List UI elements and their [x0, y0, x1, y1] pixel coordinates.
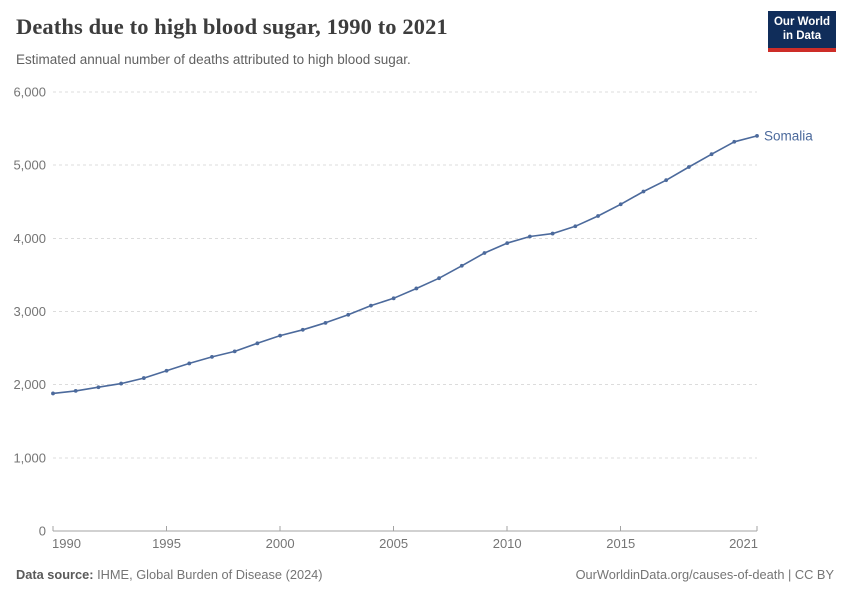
data-point[interactable] — [73, 388, 78, 393]
data-point[interactable] — [96, 385, 101, 390]
x-axis-tick-label: 2021 — [729, 536, 758, 551]
y-axis-tick-label: 3,000 — [13, 304, 46, 319]
data-point[interactable] — [505, 241, 510, 245]
y-axis-tick-label: 2,000 — [13, 377, 46, 392]
data-point[interactable] — [164, 368, 169, 373]
data-point[interactable] — [618, 202, 623, 207]
y-axis-tick-label: 6,000 — [13, 85, 46, 100]
owid-logo[interactable]: Our World in Data — [767, 11, 836, 52]
data-point[interactable] — [414, 286, 419, 291]
x-axis-tick-label: 1990 — [52, 536, 81, 551]
y-axis-tick-label: 4,000 — [13, 231, 46, 246]
x-axis-tick-label: 2005 — [379, 536, 408, 551]
owid-logo-line2: in Data — [782, 29, 822, 42]
data-point[interactable] — [141, 376, 146, 380]
data-source-note: Data source: IHME, Global Burden of Dise… — [16, 567, 323, 582]
data-point[interactable] — [528, 234, 532, 239]
data-point[interactable] — [232, 349, 237, 354]
data-point[interactable] — [459, 263, 464, 268]
data-point[interactable] — [369, 303, 373, 308]
x-axis-tick-label: 1995 — [152, 536, 181, 551]
series-line[interactable] — [52, 135, 758, 395]
chart-title: Deaths due to high blood sugar, 1990 to … — [16, 14, 448, 39]
data-point[interactable] — [187, 361, 192, 366]
data-point[interactable] — [732, 139, 737, 144]
data-source-text: IHME, Global Burden of Disease (2024) — [93, 567, 323, 582]
data-point[interactable] — [278, 333, 282, 338]
data-point[interactable] — [51, 391, 55, 396]
x-axis-tick-label: 2010 — [493, 536, 522, 551]
data-point[interactable] — [573, 224, 578, 229]
data-point[interactable] — [596, 214, 600, 218]
data-point[interactable] — [210, 354, 214, 359]
y-axis-tick-label: 5,000 — [13, 158, 46, 173]
data-point[interactable] — [346, 312, 351, 317]
data-point[interactable] — [641, 189, 646, 194]
data-point[interactable] — [709, 152, 714, 157]
x-axis-tick-label: 2000 — [266, 536, 295, 551]
data-point[interactable] — [482, 251, 487, 255]
series-label[interactable]: Somalia — [764, 128, 813, 143]
owid-logo-line1: Our World — [773, 16, 830, 28]
data-point[interactable] — [119, 381, 124, 386]
data-source-label: Data source: — [16, 567, 94, 582]
y-axis-tick-label: 0 — [39, 524, 46, 539]
data-point[interactable] — [686, 165, 691, 169]
data-point[interactable] — [300, 327, 305, 332]
x-axis-tick-label: 2015 — [606, 536, 635, 551]
chart-footer: Data source: IHME, Global Burden of Dise… — [16, 567, 834, 582]
data-point[interactable] — [437, 276, 441, 281]
data-point[interactable] — [550, 231, 555, 236]
data-point[interactable] — [255, 341, 260, 346]
data-point[interactable] — [755, 134, 759, 138]
data-point[interactable] — [664, 178, 669, 183]
credit-link[interactable]: OurWorldinData.org/causes-of-death | CC … — [575, 567, 834, 582]
data-point[interactable] — [323, 320, 328, 325]
y-axis-tick-label: 1,000 — [13, 450, 46, 465]
chart-subtitle: Estimated annual number of deaths attrib… — [16, 52, 411, 67]
data-point[interactable] — [391, 296, 396, 301]
